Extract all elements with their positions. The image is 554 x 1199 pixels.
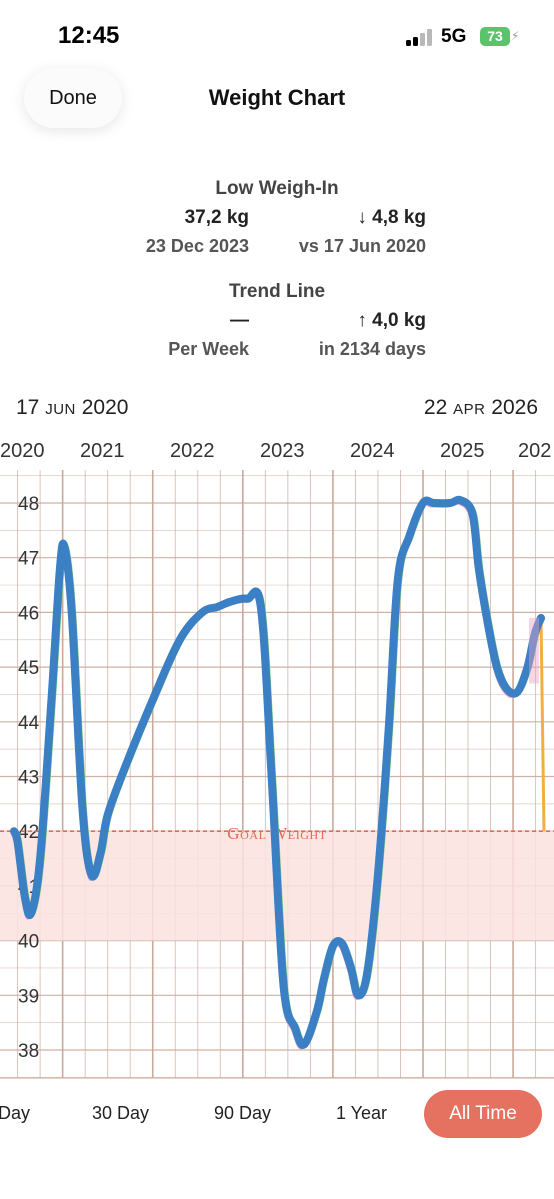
year-label: 2020	[0, 440, 45, 462]
low-weigh-in-change: ↓ 4,8 kg	[357, 207, 426, 228]
period-all-time-button[interactable]: All Time	[424, 1090, 542, 1138]
charging-bolt-icon: ⚡	[511, 29, 520, 43]
range-end-day: 22	[423, 396, 448, 419]
network-type: 5G	[441, 26, 467, 47]
year-label: 202	[518, 440, 552, 462]
range-start-year: 2020	[81, 396, 129, 419]
done-button[interactable]: Done	[24, 68, 122, 128]
period-1-year-button[interactable]: 1 Year	[336, 1103, 388, 1123]
projection-line	[539, 617, 546, 832]
cellular-signal-icon	[406, 28, 436, 46]
low-weigh-in-value: 37,2 kg	[184, 207, 249, 228]
y-tick-label: 48	[18, 494, 39, 515]
battery-level: 73	[487, 28, 503, 44]
y-tick-label: 43	[18, 768, 39, 789]
y-tick-label: 44	[18, 713, 40, 734]
trend-line-change: ↑ 4,0 kg	[357, 310, 426, 331]
trend-line-heading: Trend Line	[228, 281, 326, 302]
range-start-label: 17 JUN 2020	[16, 396, 128, 420]
range-end-month: APR	[453, 401, 486, 418]
year-label: 2022	[170, 440, 215, 462]
range-start-month: JUN	[45, 401, 76, 418]
battery-icon: 73	[480, 27, 510, 46]
low-weigh-in-date: 23 Dec 2023	[145, 236, 249, 256]
range-end-year: 2026	[491, 396, 538, 419]
range-end-label: 22 APR 2026	[424, 396, 538, 420]
period-day-button[interactable]: Day	[0, 1103, 31, 1123]
page-title: Weight Chart	[208, 85, 346, 110]
status-bar: 12:45 5G 73 ⚡	[0, 0, 554, 70]
year-label: 2021	[80, 440, 125, 462]
year-label: 2025	[440, 440, 485, 462]
low-weigh-in-compare: vs 17 Jun 2020	[298, 236, 426, 256]
weight-line	[10, 495, 545, 1050]
status-time: 12:45	[58, 22, 120, 49]
y-tick-label: 40	[18, 932, 39, 953]
y-tick-label: 42	[18, 822, 39, 843]
trend-line-period: Per Week	[168, 339, 249, 359]
y-tick-label: 38	[18, 1041, 39, 1062]
period-90-day-button[interactable]: 90 Day	[214, 1103, 272, 1123]
y-tick-label: 46	[18, 603, 39, 624]
period-30-day-button[interactable]: 30 Day	[92, 1103, 150, 1123]
y-tick-label: 39	[18, 986, 39, 1007]
year-label: 2024	[350, 440, 395, 462]
year-label: 2023	[260, 440, 305, 462]
range-start-day: 17	[16, 396, 40, 419]
low-weigh-in-heading: Low Weigh-In	[215, 178, 339, 199]
y-tick-label: 45	[18, 658, 39, 679]
y-tick-label: 47	[18, 549, 39, 570]
trend-band-tail	[529, 617, 539, 684]
trend-line-value: —	[230, 310, 249, 331]
trend-line-duration: in 2134 days	[318, 339, 426, 359]
